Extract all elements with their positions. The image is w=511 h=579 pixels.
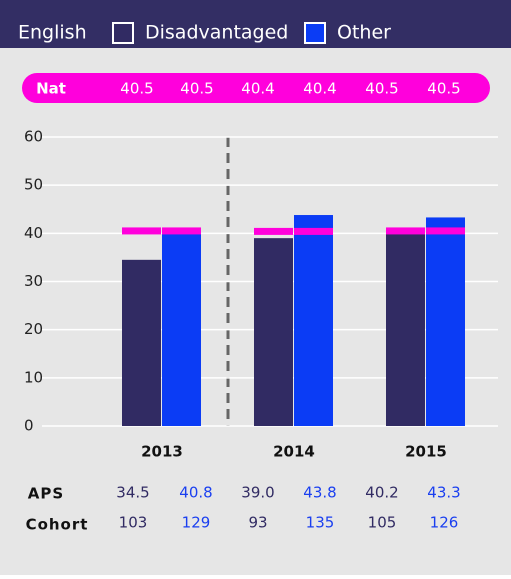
bar (386, 232, 425, 426)
legend-swatch (112, 22, 134, 44)
national-marker (426, 227, 465, 235)
national-marker (386, 227, 425, 235)
national-marker (254, 227, 293, 235)
bar (254, 238, 293, 426)
aps-label: APS (28, 485, 64, 503)
cohort-label: Cohort (26, 516, 89, 534)
nat-value: 40.5 (180, 80, 213, 98)
nat-value: 40.5 (365, 80, 398, 98)
nat-value: 40.4 (241, 80, 274, 98)
aps-value: 34.5 (116, 484, 149, 502)
aps-value: 43.3 (427, 484, 460, 502)
x-tick-label: 2013 (141, 443, 183, 461)
y-tick-label: 40 (24, 224, 43, 242)
nat-value: 40.5 (120, 80, 153, 98)
x-tick-label: 2015 (405, 443, 447, 461)
cohort-value: 129 (182, 514, 211, 532)
x-tick-label: 2014 (273, 443, 315, 461)
aps-value: 40.8 (179, 484, 212, 502)
national-marker (294, 227, 333, 235)
header (0, 0, 511, 48)
nat-pill (22, 73, 490, 103)
cohort-value: 126 (430, 514, 459, 532)
legend-swatch (304, 22, 326, 44)
nat-label: Nat (36, 80, 66, 98)
legend-label: Other (337, 22, 391, 44)
legend-label: Disadvantaged (145, 22, 288, 44)
cohort-value: 93 (248, 514, 267, 532)
national-marker (122, 227, 161, 235)
y-tick-label: 20 (24, 320, 43, 338)
bar (426, 217, 465, 426)
y-tick-label: 30 (24, 272, 43, 290)
aps-value: 43.8 (303, 484, 336, 502)
y-tick-label: 0 (24, 417, 34, 435)
nat-value: 40.4 (303, 80, 336, 98)
bar (162, 229, 201, 426)
y-tick-label: 60 (24, 128, 43, 146)
aps-value: 40.2 (365, 484, 398, 502)
y-tick-label: 10 (24, 368, 43, 386)
nat-value: 40.5 (427, 80, 460, 98)
national-marker (162, 227, 201, 235)
chart-title: English (18, 22, 87, 44)
y-tick-label: 50 (24, 176, 43, 194)
cohort-value: 103 (119, 514, 148, 532)
cohort-value: 135 (306, 514, 335, 532)
cohort-value: 105 (368, 514, 397, 532)
bar (122, 259, 161, 426)
bar (294, 215, 333, 426)
aps-value: 39.0 (241, 484, 274, 502)
